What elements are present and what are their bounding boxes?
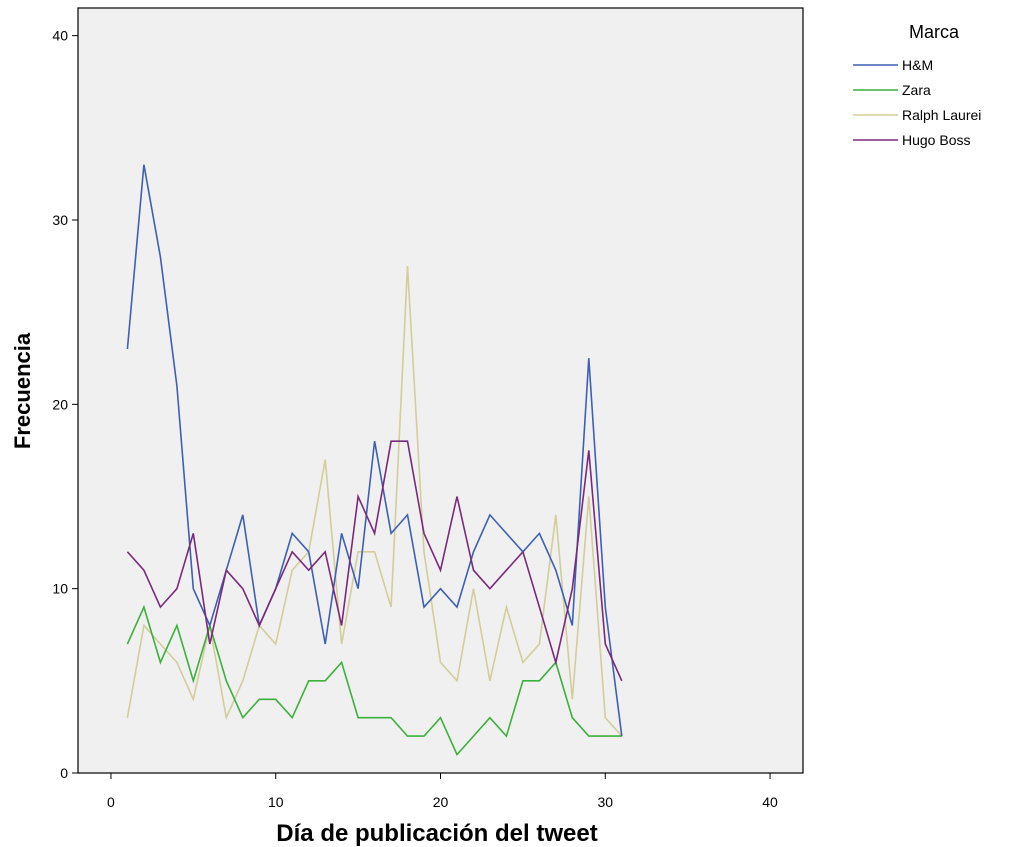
legend-label: H&M: [902, 57, 933, 73]
y-tick-label: 30: [52, 212, 68, 228]
x-tick-label: 30: [597, 794, 613, 810]
x-axis-title: Día de publicación del tweet: [276, 820, 597, 847]
y-axis-title: Frecuencia: [10, 332, 35, 449]
x-tick-label: 20: [433, 794, 449, 810]
legend-title: Marca: [909, 22, 960, 42]
legend-items: H&M Zara Ralph Laurei Hugo Boss: [853, 57, 981, 148]
series-line-h-m: [126, 164, 623, 737]
y-tick-label: 10: [52, 581, 68, 597]
series-line-hugo-boss: [126, 440, 623, 682]
legend: Marca H&M Zara Ralph Laurei Hugo Boss: [853, 22, 981, 148]
y-tick-label: 0: [60, 765, 68, 781]
legend-label: Zara: [902, 82, 931, 98]
x-tick-label: 0: [107, 794, 115, 810]
x-tick-label: 10: [268, 794, 284, 810]
y-tick-label: 20: [52, 396, 68, 412]
legend-label: Hugo Boss: [902, 132, 970, 148]
legend-label: Ralph Laurei: [902, 107, 981, 123]
plot-area: [77, 7, 804, 774]
y-tick-label: 40: [52, 28, 68, 44]
series-lines: [126, 164, 623, 757]
x-axis-ticks: 0 10 20 30 40: [107, 773, 778, 810]
x-tick-label: 40: [762, 794, 778, 810]
y-axis-ticks: 0 10 20 30 40: [52, 28, 78, 781]
